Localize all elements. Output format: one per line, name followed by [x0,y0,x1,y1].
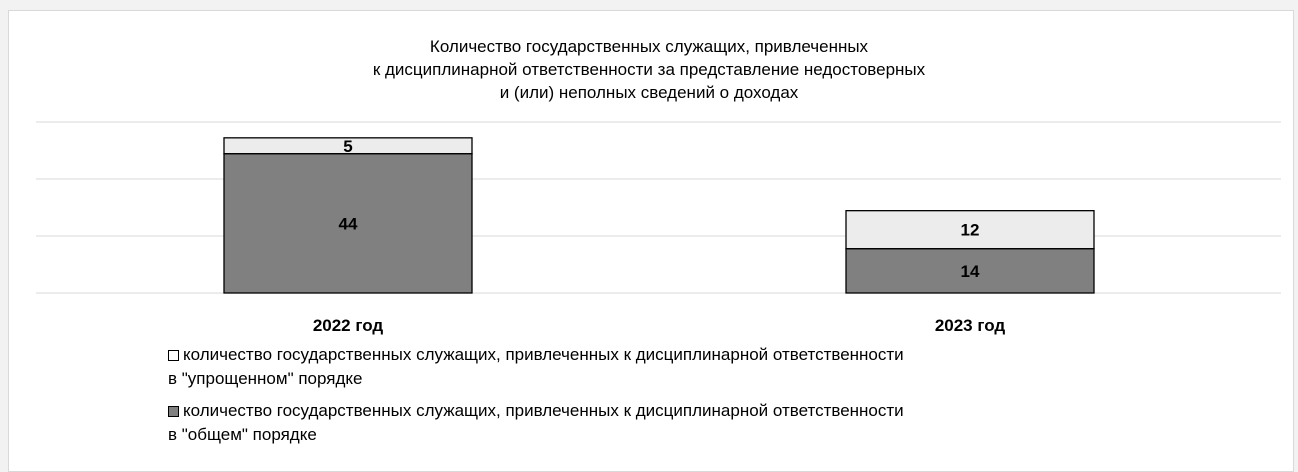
legend-swatch-simplified [168,350,179,361]
x-tick-label: 2022 год [313,316,384,335]
legend-label-simplified-line-2: в "упрощенном" порядке [168,369,363,388]
bars [223,137,1095,294]
chart-title-line-2: к дисциплинарной ответственности за пред… [372,60,926,79]
x-tick-label: 2023 год [935,316,1006,335]
x-axis-tick-labels: 2022 год 2023 год [313,316,1006,335]
bar-segment [223,137,473,155]
data-labels: 44 5 14 12 [339,137,980,281]
legend-label-simplified-line-1: количество государственных служащих, при… [183,345,904,364]
chart-title-line-3: и (или) неполных сведений о доходах [499,83,799,102]
data-label: 14 [961,262,980,281]
data-label: 44 [339,214,358,233]
legend-label-general-line-2: в "общем" порядке [168,425,317,444]
legend-swatch-general [168,406,179,417]
bar-segment [223,153,473,294]
chart-title-line-1: Количество государственных служащих, при… [429,37,869,56]
data-label: 5 [343,137,352,156]
legend-label-general-line-1: количество государственных служащих, при… [183,401,904,420]
bar-segment [845,210,1095,250]
data-label: 12 [961,221,980,240]
